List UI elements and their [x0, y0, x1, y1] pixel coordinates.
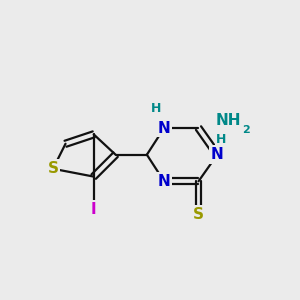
- Text: N: N: [158, 121, 170, 136]
- Text: S: S: [47, 161, 58, 176]
- Text: S: S: [193, 207, 204, 222]
- Text: N: N: [211, 147, 224, 162]
- Text: N: N: [158, 174, 170, 189]
- Text: H: H: [151, 102, 161, 115]
- Text: I: I: [91, 202, 97, 217]
- Text: H: H: [216, 134, 226, 146]
- Text: NH: NH: [216, 113, 241, 128]
- Text: 2: 2: [242, 125, 249, 135]
